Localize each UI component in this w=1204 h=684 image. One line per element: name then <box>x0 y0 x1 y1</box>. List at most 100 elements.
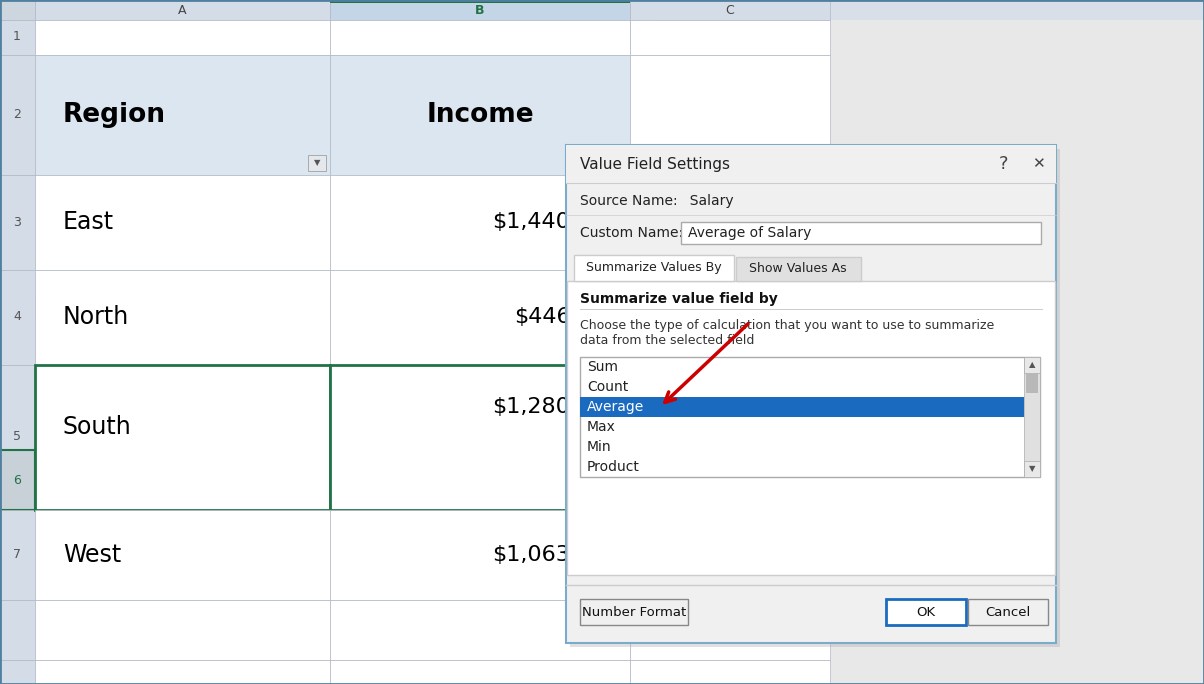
Bar <box>330 0 630 3</box>
Bar <box>330 270 630 365</box>
Text: Region: Region <box>63 102 166 128</box>
Text: Max: Max <box>588 420 616 434</box>
Text: Summarize value field by: Summarize value field by <box>580 292 778 306</box>
Bar <box>886 599 966 625</box>
Text: data from the selected field: data from the selected field <box>580 334 755 347</box>
Text: Source Name:: Source Name: <box>580 194 678 208</box>
Text: Min: Min <box>588 440 612 454</box>
Bar <box>35 20 330 55</box>
Bar <box>330 600 630 660</box>
Bar <box>0 510 35 600</box>
Bar <box>580 357 1040 477</box>
Text: 6: 6 <box>13 473 20 486</box>
Bar <box>1023 357 1040 373</box>
Bar <box>330 0 630 20</box>
Bar <box>1023 357 1040 477</box>
Bar <box>630 510 830 600</box>
Text: ▲: ▲ <box>1028 360 1035 369</box>
Bar <box>35 0 330 20</box>
Text: ▼: ▼ <box>314 159 320 168</box>
Bar <box>567 281 1055 575</box>
Bar <box>1023 461 1040 477</box>
Text: Product: Product <box>588 460 639 474</box>
Bar <box>0 20 35 55</box>
Text: 5: 5 <box>13 430 20 443</box>
Text: ✕: ✕ <box>1032 157 1044 172</box>
Bar <box>330 175 630 270</box>
Bar <box>630 175 830 270</box>
Bar <box>630 660 830 684</box>
Text: South: South <box>63 415 131 439</box>
Bar <box>630 55 830 175</box>
Bar <box>330 365 630 510</box>
Bar <box>630 365 830 510</box>
Text: Sum: Sum <box>588 360 618 374</box>
Bar <box>330 660 630 684</box>
Text: $1,063,406: $1,063,406 <box>492 545 620 565</box>
Text: Choose the type of calculation that you want to use to summarize: Choose the type of calculation that you … <box>580 319 995 332</box>
Text: 3: 3 <box>13 215 20 228</box>
Text: West: West <box>63 543 122 567</box>
Text: Number Format: Number Format <box>582 605 686 618</box>
Bar <box>0 0 1204 20</box>
Bar <box>0 55 35 175</box>
Text: Show Values As: Show Values As <box>749 263 846 276</box>
Bar <box>330 20 630 55</box>
Bar <box>630 270 830 365</box>
Text: Salary: Salary <box>681 194 733 208</box>
Text: Income: Income <box>426 102 533 128</box>
Text: Cancel: Cancel <box>985 605 1031 618</box>
Text: $1,440,806: $1,440,806 <box>492 212 620 232</box>
Text: ?: ? <box>999 155 1009 173</box>
Text: East: East <box>63 210 114 234</box>
Polygon shape <box>0 0 20 20</box>
Text: Average of Salary: Average of Salary <box>687 226 811 240</box>
Bar <box>35 660 330 684</box>
Bar <box>35 365 330 510</box>
Text: A: A <box>178 3 187 16</box>
Text: B: B <box>476 3 485 16</box>
Bar <box>0 270 35 365</box>
Text: C: C <box>726 3 734 16</box>
Bar <box>0 600 35 660</box>
Bar <box>0 450 35 510</box>
Bar <box>0 365 35 510</box>
Text: Average: Average <box>588 400 644 414</box>
Bar <box>968 599 1047 625</box>
Bar <box>569 149 1060 647</box>
Bar <box>830 0 1204 684</box>
Bar <box>330 510 630 600</box>
Text: Summarize Values By: Summarize Values By <box>586 261 722 274</box>
Text: 7: 7 <box>13 549 20 562</box>
Text: OK: OK <box>916 605 936 618</box>
Text: North: North <box>63 305 129 329</box>
Bar <box>566 145 1056 643</box>
Text: 1: 1 <box>13 31 20 44</box>
Text: Count: Count <box>588 380 628 394</box>
Text: Custom Name:: Custom Name: <box>580 226 683 240</box>
Bar <box>0 175 35 270</box>
Text: ▼: ▼ <box>1028 464 1035 473</box>
Bar <box>35 295 330 319</box>
Bar <box>736 257 861 281</box>
Text: 4: 4 <box>13 311 20 324</box>
Bar <box>630 20 830 55</box>
Bar <box>35 175 330 270</box>
Text: $446,334: $446,334 <box>514 307 620 327</box>
Bar <box>330 55 630 175</box>
Text: 2: 2 <box>13 109 20 122</box>
Bar <box>566 145 1056 183</box>
Bar <box>35 600 330 660</box>
Text: $1,280,975: $1,280,975 <box>492 397 620 417</box>
Bar <box>681 222 1041 244</box>
Bar <box>0 660 35 684</box>
Bar <box>1026 373 1038 393</box>
Bar <box>580 397 1023 417</box>
Bar <box>35 270 330 365</box>
Bar <box>630 0 830 20</box>
Bar <box>580 599 687 625</box>
Bar <box>35 510 330 600</box>
Bar <box>308 155 326 171</box>
Bar <box>0 0 35 20</box>
Bar <box>630 600 830 660</box>
